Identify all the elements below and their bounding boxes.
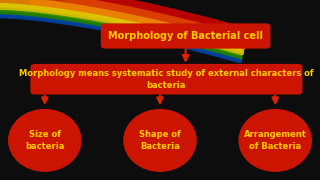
- Text: Shape of
Bacteria: Shape of Bacteria: [139, 130, 181, 151]
- FancyBboxPatch shape: [101, 23, 270, 49]
- Text: Morphology of Bacterial cell: Morphology of Bacterial cell: [108, 31, 263, 41]
- Text: Size of
bacteria: Size of bacteria: [25, 130, 65, 151]
- Ellipse shape: [123, 109, 197, 172]
- Text: Arrangement
of Bacteria: Arrangement of Bacteria: [244, 130, 307, 151]
- Ellipse shape: [238, 109, 312, 172]
- Ellipse shape: [8, 109, 82, 172]
- FancyBboxPatch shape: [30, 64, 302, 94]
- Text: Morphology means systematic study of external characters of
bacteria: Morphology means systematic study of ext…: [19, 69, 314, 90]
